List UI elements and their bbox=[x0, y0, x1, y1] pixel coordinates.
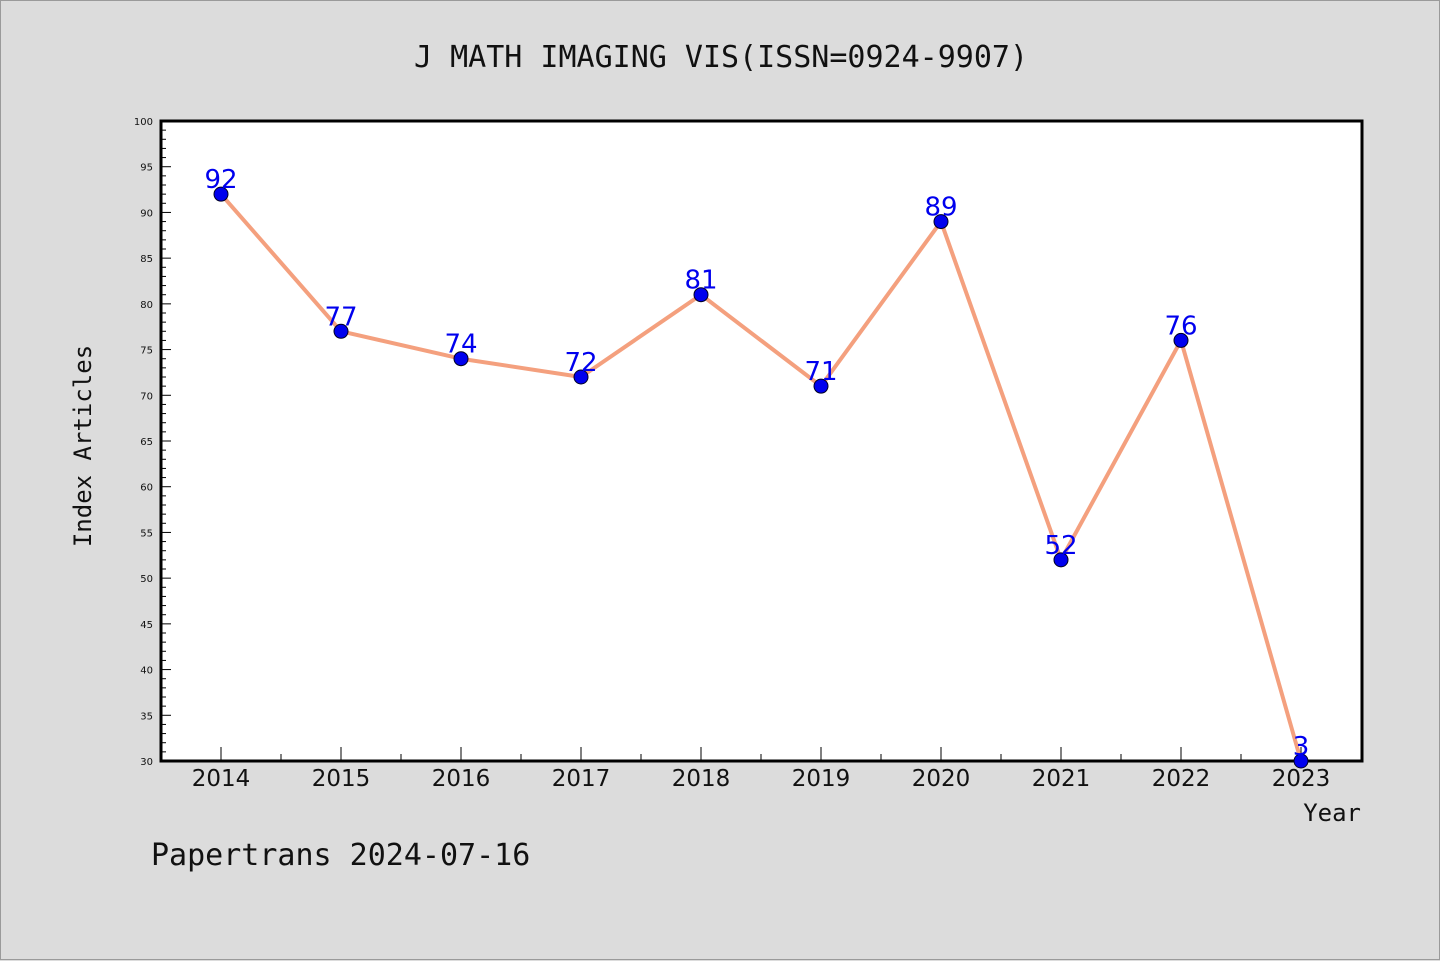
y-tick-label: 45 bbox=[140, 620, 153, 631]
data-point-2019 bbox=[813, 378, 829, 394]
y-tick-label: 90 bbox=[140, 208, 153, 219]
x-axis-ticks bbox=[220, 747, 1302, 761]
y-tick-label: 30 bbox=[140, 757, 153, 768]
y-tick-label: 35 bbox=[140, 711, 153, 722]
data-point-2023 bbox=[1293, 753, 1309, 769]
x-tick-label: 2022 bbox=[1152, 766, 1211, 792]
data-label-2018: 81 bbox=[684, 266, 717, 296]
y-tick-label: 50 bbox=[140, 574, 153, 585]
series-markers bbox=[213, 186, 1309, 769]
x-tick-label: 2017 bbox=[552, 766, 611, 792]
data-label-2017: 72 bbox=[564, 348, 597, 378]
y-tick-label: 85 bbox=[140, 254, 153, 265]
data-label-2015: 77 bbox=[324, 302, 357, 332]
x-axis-tick-labels: 2014 2015 2016 2017 2018 2019 2020 2021 2022 2023 bbox=[192, 766, 1331, 792]
x-tick-label: 2020 bbox=[912, 766, 971, 792]
data-point-2018 bbox=[693, 287, 709, 303]
y-tick-label: 60 bbox=[140, 483, 153, 494]
y-tick-label: 80 bbox=[140, 300, 153, 311]
x-tick-label: 2016 bbox=[432, 766, 491, 792]
series-line bbox=[219, 192, 1303, 762]
y-tick-label: 95 bbox=[140, 163, 153, 174]
y-axis-tick-labels: 30 35 40 45 50 55 60 65 70 75 80 85 90 95 100 bbox=[134, 117, 153, 768]
data-point-2016 bbox=[453, 351, 469, 367]
x-tick-label: 2021 bbox=[1032, 766, 1091, 792]
data-point-2021 bbox=[1053, 552, 1069, 568]
data-point-2022 bbox=[1173, 332, 1189, 348]
y-tick-label: 75 bbox=[140, 346, 153, 357]
data-point-2014 bbox=[213, 186, 229, 202]
data-point-2015 bbox=[333, 323, 349, 339]
data-labels: 92 77 74 72 81 71 89 52 76 3 bbox=[204, 165, 1309, 762]
chart-title: J MATH IMAGING VIS(ISSN=0924-9907) bbox=[414, 40, 1028, 75]
data-label-2021: 52 bbox=[1044, 531, 1077, 561]
y-tick-label: 40 bbox=[140, 666, 153, 677]
y-tick-label: 55 bbox=[140, 528, 153, 539]
y-tick-label: 100 bbox=[134, 117, 153, 128]
y-axis-title: Index Articles bbox=[69, 345, 97, 547]
x-axis-title: Year bbox=[1303, 799, 1361, 827]
x-tick-label: 2023 bbox=[1272, 766, 1331, 792]
x-tick-label: 2015 bbox=[312, 766, 371, 792]
data-point-2020 bbox=[933, 214, 949, 230]
data-label-2019: 71 bbox=[804, 357, 837, 387]
plot-area bbox=[159, 119, 1364, 763]
x-tick-label: 2018 bbox=[672, 766, 731, 792]
data-point-2017 bbox=[573, 369, 589, 385]
data-label-2016: 74 bbox=[444, 330, 477, 360]
data-label-2022: 76 bbox=[1164, 311, 1197, 341]
y-tick-label: 70 bbox=[140, 391, 153, 402]
data-label-2020: 89 bbox=[924, 193, 957, 223]
footer-timestamp: Papertrans 2024-07-16 bbox=[151, 838, 530, 873]
data-label-2014: 92 bbox=[204, 165, 237, 195]
y-axis-ticks bbox=[161, 120, 171, 762]
x-tick-label: 2014 bbox=[192, 766, 251, 792]
y-tick-label: 65 bbox=[140, 437, 153, 448]
x-tick-label: 2019 bbox=[792, 766, 851, 792]
data-label-2023: 3 bbox=[1293, 732, 1310, 762]
